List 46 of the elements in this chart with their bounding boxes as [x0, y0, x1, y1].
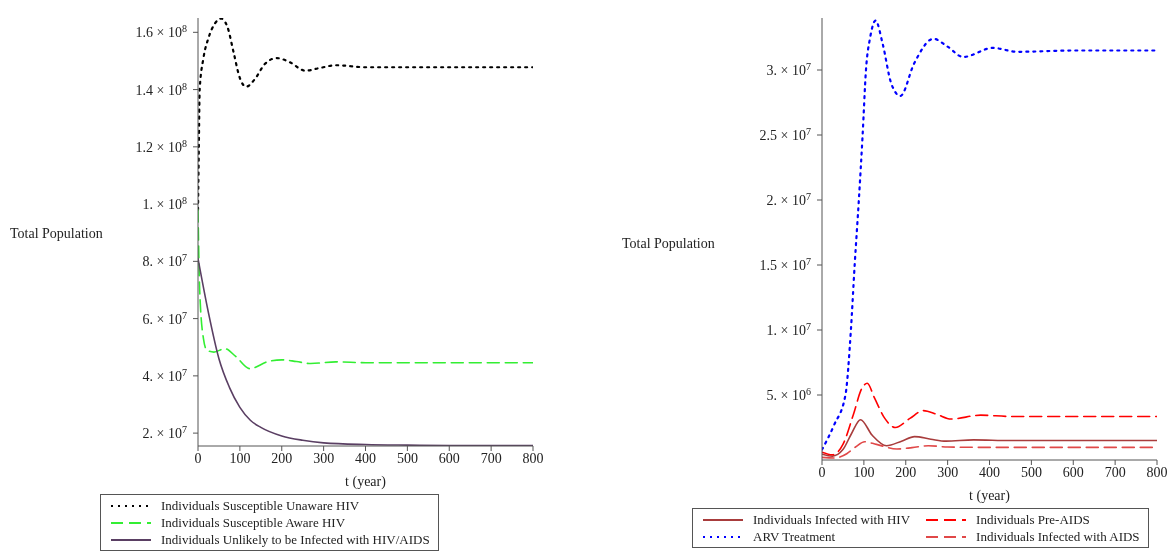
x-tick-label: 400	[979, 464, 1000, 480]
x-tick-label: 300	[313, 450, 335, 466]
x-tick-label: 600	[1062, 464, 1084, 480]
line-series	[822, 418, 1157, 457]
legend-label: Individuals Susceptible Unaware HIV	[160, 497, 361, 514]
y-tick-label: 1.2 × 10$^{8}$	[135, 137, 187, 155]
x-tick-label: 700	[480, 450, 502, 466]
x-tick-label: 800	[522, 450, 544, 466]
x-tick-label: 0	[194, 450, 202, 466]
x-tick-label: 800	[1146, 464, 1168, 480]
y-axis-title: Total Population	[10, 226, 103, 242]
y-tick-label: 1.5 × 10$^{7}$	[759, 255, 811, 273]
legend-label: Individuals Susceptible Aware HIV	[160, 514, 347, 531]
x-tick-label: 500	[1020, 464, 1042, 480]
y-tick-label: 1.6 × 10$^{8}$	[135, 22, 187, 41]
y-tick-label: 6. × 10$^{7}$	[142, 309, 187, 327]
x-tick-label: 200	[895, 464, 917, 480]
y-axis-title: Total Population	[622, 236, 715, 252]
x-tick-label: 500	[396, 450, 418, 466]
legend-label: Individuals Unlikely to be Infected with HIV/AIDS	[160, 531, 430, 548]
x-tick-label: 100	[229, 450, 251, 466]
line-series	[822, 382, 1157, 456]
x-axis-title: t (year)	[345, 474, 387, 490]
line-series	[822, 19, 1157, 451]
y-tick-label: 1. × 10$^{8}$	[142, 194, 187, 213]
x-tick-label: 700	[1104, 464, 1126, 480]
x-tick-label: 600	[438, 450, 460, 466]
y-tick-label: 5. × 10$^{6}$	[766, 385, 811, 403]
legend-label: Individuals Pre-AIDS	[975, 511, 1091, 528]
x-tick-label: 0	[818, 464, 826, 480]
y-tick-label: 2. × 10$^{7}$	[142, 423, 187, 442]
legend-label: Individuals Infected with AIDS	[975, 528, 1140, 545]
y-tick-label: 8. × 10$^{7}$	[142, 251, 187, 270]
x-tick-label: 200	[271, 450, 293, 466]
x-tick-label: 100	[853, 464, 875, 480]
y-tick-label: 2. × 10$^{7}$	[766, 190, 811, 208]
y-tick-label: 3. × 10$^{7}$	[766, 60, 811, 78]
legend-label: Individuals Infected with HIV	[752, 511, 911, 528]
x-tick-label: 300	[937, 464, 959, 480]
x-axis-title: t (year)	[969, 488, 1011, 504]
y-tick-label: 1. × 10$^{7}$	[766, 320, 811, 338]
x-tick-label: 400	[355, 450, 376, 466]
y-tick-label: 4. × 10$^{7}$	[142, 366, 187, 384]
legend-label: ARV Treatment	[752, 528, 837, 545]
y-tick-label: 2.5 × 10$^{7}$	[759, 125, 811, 143]
y-tick-label: 1.4 × 10$^{8}$	[135, 80, 187, 98]
